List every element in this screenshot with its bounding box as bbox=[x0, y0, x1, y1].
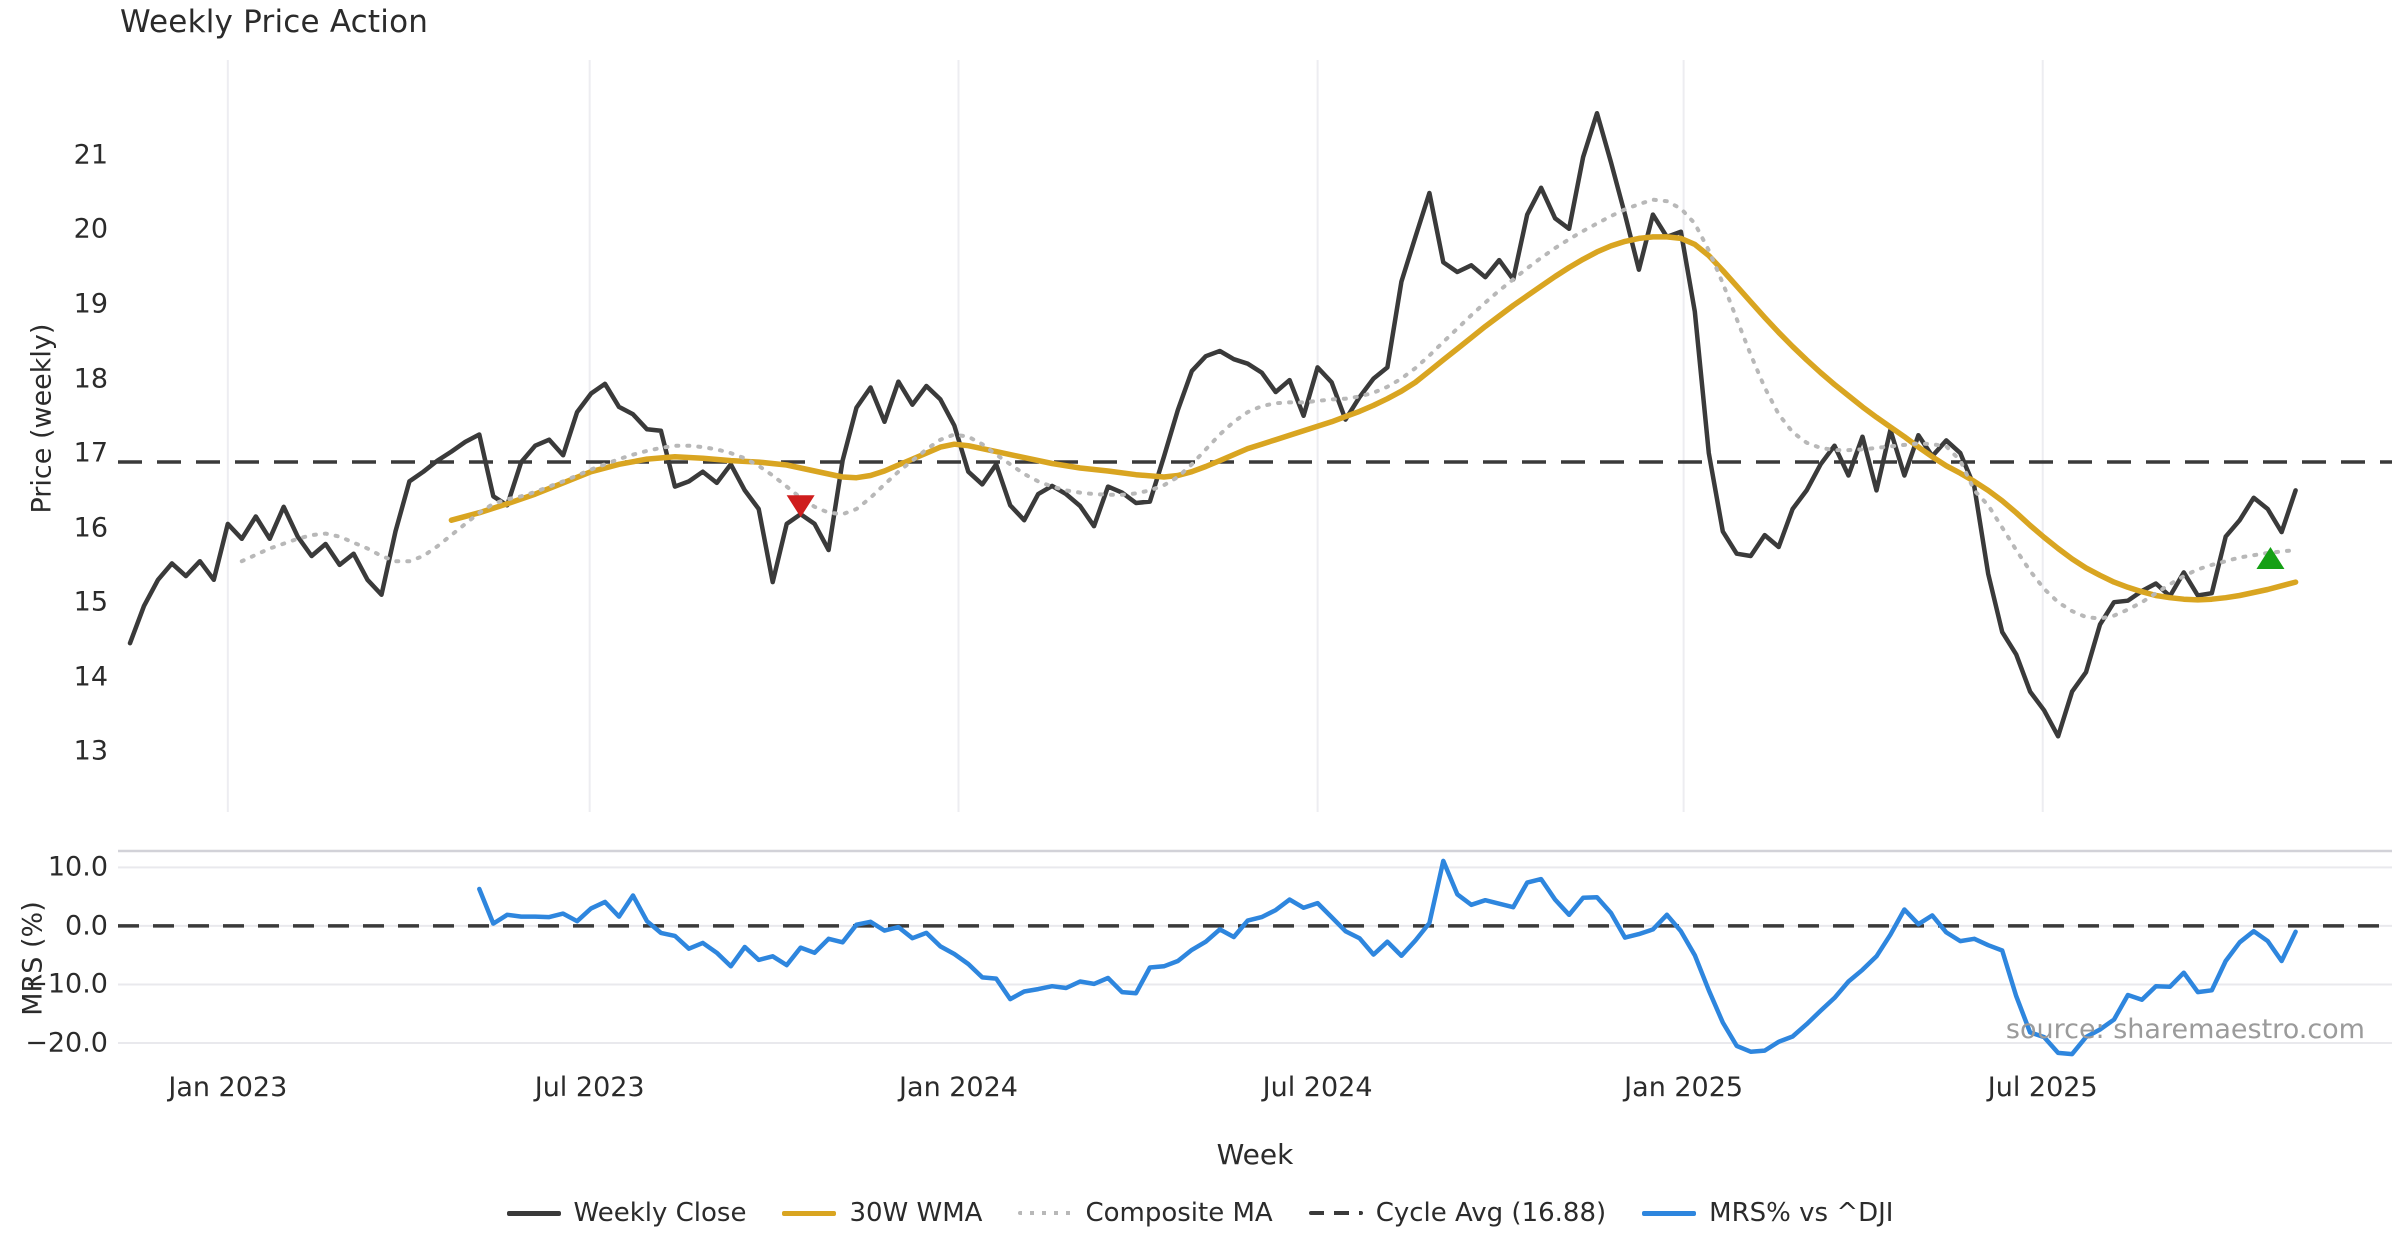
xtick-jul-2023: Jul 2023 bbox=[534, 1072, 645, 1103]
legend-wma-30w-label: 30W WMA bbox=[849, 1198, 983, 1228]
mrs-ytick-−10.0: −10.0 bbox=[25, 968, 108, 1000]
xtick-jan-2023: Jan 2023 bbox=[168, 1072, 288, 1103]
legend-item-weekly-close: Weekly Close bbox=[506, 1198, 747, 1228]
price-axis-label: Price (weekly) bbox=[26, 323, 58, 514]
mrs-ytick-10.0: 10.0 bbox=[47, 851, 108, 883]
triangle-down-marker bbox=[786, 495, 815, 518]
legend-item-mrs-dji: MRS% vs ^DJI bbox=[1642, 1198, 1893, 1228]
legend-item-composite-ma: Composite MA bbox=[1018, 1198, 1273, 1228]
mrs-axis-label: MRS (%) bbox=[17, 901, 49, 1016]
source-note: source: sharemaestro.com bbox=[2005, 1014, 2365, 1045]
price-ytick-19: 19 bbox=[73, 288, 108, 320]
price-ytick-18: 18 bbox=[73, 363, 108, 395]
legend-cycle-avg-line-icon bbox=[1308, 1211, 1363, 1215]
xtick-jul-2025: Jul 2025 bbox=[1987, 1072, 2098, 1103]
series-30w-wma bbox=[448, 234, 2299, 603]
series-mrs-vs-dji bbox=[477, 858, 2298, 1057]
chart-title: Weekly Price Action bbox=[120, 4, 429, 40]
triangle-up-marker bbox=[2256, 546, 2285, 569]
xtick-jan-2025: Jan 2025 bbox=[1624, 1072, 1744, 1103]
price-ytick-16: 16 bbox=[73, 512, 108, 544]
legend-weekly-close-label: Weekly Close bbox=[573, 1198, 747, 1228]
series-weekly-close bbox=[127, 110, 2298, 739]
price-ytick-13: 13 bbox=[73, 735, 108, 767]
mrs-ytick-−20.0: −20.0 bbox=[25, 1027, 108, 1059]
price-ytick-17: 17 bbox=[73, 437, 108, 469]
legend-item-wma-30w: 30W WMA bbox=[782, 1198, 982, 1228]
xtick-jul-2024: Jul 2024 bbox=[1262, 1072, 1373, 1103]
legend-weekly-close-line-icon bbox=[506, 1210, 561, 1216]
legend: Weekly Close 30W WMA Composite MA Cycle Avg… bbox=[0, 1198, 2400, 1228]
price-ytick-14: 14 bbox=[73, 661, 108, 693]
legend-composite-ma-line-icon bbox=[1018, 1211, 1073, 1215]
x-axis-label: Week bbox=[1216, 1138, 1294, 1171]
legend-item-cycle-avg: Cycle Avg (16.88) bbox=[1308, 1198, 1607, 1228]
legend-wma-30w-line-icon bbox=[782, 1210, 837, 1216]
mrs-ytick-0.0: 0.0 bbox=[65, 910, 108, 942]
legend-cycle-avg-label: Cycle Avg (16.88) bbox=[1375, 1198, 1607, 1228]
legend-composite-ma-label: Composite MA bbox=[1085, 1198, 1273, 1228]
xtick-jan-2024: Jan 2024 bbox=[899, 1072, 1018, 1103]
price-ytick-21: 21 bbox=[73, 139, 108, 171]
legend-mrs-dji-label: MRS% vs ^DJI bbox=[1709, 1198, 1894, 1228]
price-ytick-15: 15 bbox=[73, 586, 108, 618]
price-ytick-20: 20 bbox=[73, 213, 108, 245]
legend-mrs-dji-line-icon bbox=[1642, 1210, 1697, 1216]
